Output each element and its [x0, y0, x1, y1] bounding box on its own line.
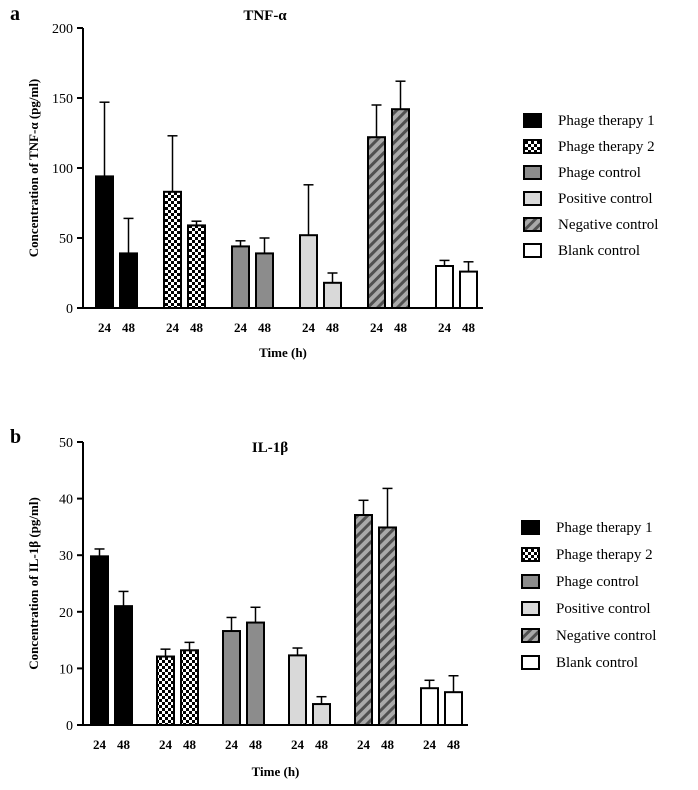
panel-b-x-tick-label-blank-control-48: 48	[447, 737, 461, 752]
panel-b-bar-phage-therapy-1-24h	[90, 555, 109, 726]
panel-a-x-tick-label-phage-control-24: 24	[234, 320, 248, 335]
panel-a-legend-label-blank-control: Blank control	[558, 243, 640, 259]
panel-b-legend-label-negative-control: Negative control	[556, 628, 656, 644]
panel-b-x-tick-label-phage-control-48: 48	[249, 737, 263, 752]
panel-a-x-tick-label-phage-therapy-1-48: 48	[122, 320, 136, 335]
panel-a-bar-blank-control-24h	[435, 265, 454, 309]
panel-b-legend-swatch-phage-therapy-1	[521, 520, 540, 535]
panel-b-legend-label-blank-control: Blank control	[556, 655, 638, 671]
panel-b-y-axis-label: Concentration of IL-1β (pg/ml)	[26, 497, 41, 670]
panel-a-bar-phage-therapy-2-24h	[163, 190, 182, 309]
panel-b-il-1-beta-chart: b IL-1β 0 10 20 30 40 50 Concentration of IL-1β …	[10, 426, 656, 779]
panel-b-legend-label-positive-control: Positive control	[556, 601, 651, 617]
panel-b-y-tick-label-20: 20	[59, 606, 73, 621]
panel-b-bar-positive-control-24h	[288, 654, 307, 727]
panel-b-bar-phage-therapy-2-24h	[156, 655, 175, 726]
panel-b-legend-swatch-negative-control	[521, 628, 540, 643]
panel-a-x-tick-label-blank-control-24: 24	[438, 320, 452, 335]
panel-b-bar-negative-control-48h	[378, 526, 397, 726]
panel-a-x-tick-label-positive-control-48: 48	[326, 320, 340, 335]
panel-a-bar-blank-control-48h	[459, 270, 478, 310]
panel-b-x-axis-label: Time (h)	[252, 764, 300, 779]
panel-b-legend-label-phage-therapy-1: Phage therapy 1	[556, 520, 653, 536]
panel-b-x-tick-label-negative-control-24: 24	[357, 737, 371, 752]
panel-a-tnf-alpha-chart: a TNF-α 0 50 100 150 200 Concentration of TNF-α…	[10, 3, 658, 360]
panel-b-bar-phage-therapy-2-48h	[180, 649, 199, 727]
panel-a-y-tick-label-100: 100	[52, 162, 73, 177]
panel-a-x-tick-label-negative-control-48: 48	[394, 320, 408, 335]
panel-a-legend-swatch-positive-control	[523, 191, 542, 206]
panel-a-y-axis-label: Concentration of TNF-α (pg/ml)	[26, 79, 41, 258]
panel-a-legend-label-negative-control: Negative control	[558, 217, 658, 233]
panel-b-bar-phage-therapy-1-48h	[114, 605, 133, 727]
panel-a-y-tick-label-0: 0	[66, 302, 73, 317]
panel-a-y-tick-label-150: 150	[52, 92, 73, 107]
panel-a-bar-positive-control-48h	[323, 281, 342, 309]
panel-a-legend-label-phage-therapy-1: Phage therapy 1	[558, 113, 655, 129]
panel-a-y-tick-label-50: 50	[59, 232, 73, 247]
panel-b-x-tick-label-phage-therapy-2-24: 24	[159, 737, 173, 752]
panel-a-legend-swatch-negative-control	[523, 217, 542, 232]
panel-a-y-tick-label-200: 200	[52, 22, 73, 37]
panel-b-bar-blank-control-24h	[420, 687, 439, 727]
panel-a-legend-label-phage-therapy-2: Phage therapy 2	[558, 139, 655, 155]
panel-a-x-tick-label-negative-control-24: 24	[370, 320, 384, 335]
panel-b-x-tick-label-phage-control-24: 24	[225, 737, 239, 752]
panel-a-x-tick-label-positive-control-24: 24	[302, 320, 316, 335]
panel-b-y-tick-label-40: 40	[59, 493, 73, 508]
panel-a-letter: a	[10, 3, 20, 25]
panel-b-bar-blank-control-48h	[444, 691, 463, 726]
panel-b-legend-label-phage-control: Phage control	[556, 574, 639, 590]
panel-b-x-tick-label-phage-therapy-1-24: 24	[93, 737, 107, 752]
panel-b-legend-label-phage-therapy-2: Phage therapy 2	[556, 547, 653, 563]
panel-a-legend-swatch-phage-control	[523, 165, 542, 180]
panel-b-legend-swatch-phage-control	[521, 574, 540, 589]
panel-a-bar-phage-therapy-2-48h	[187, 224, 206, 309]
panel-b-y-tick-label-0: 0	[66, 719, 73, 734]
panel-b-bar-negative-control-24h	[354, 514, 373, 726]
panel-a-bar-positive-control-24h	[299, 234, 318, 309]
panel-a-x-tick-label-phage-therapy-2-48: 48	[190, 320, 204, 335]
panel-b-bar-phage-control-48h	[246, 621, 265, 727]
panel-b-title: IL-1β	[252, 440, 288, 456]
panel-a-title: TNF-α	[243, 8, 287, 24]
panel-b-x-tick-label-blank-control-24: 24	[423, 737, 437, 752]
panel-a-bar-negative-control-48h	[391, 108, 410, 309]
panel-b-x-tick-label-positive-control-48: 48	[315, 737, 329, 752]
panel-a-x-tick-label-phage-therapy-1-24: 24	[98, 320, 112, 335]
panel-a-bar-phage-control-48h	[255, 252, 274, 309]
panel-b-letter: b	[10, 426, 21, 448]
panel-b-legend-swatch-blank-control	[521, 655, 540, 670]
panel-b-legend-swatch-positive-control	[521, 601, 540, 616]
panel-b-bar-phage-control-24h	[222, 630, 241, 727]
panel-b-y-tick-label-10: 10	[59, 662, 73, 677]
panel-a-legend-swatch-phage-therapy-1	[523, 113, 542, 128]
panel-a-bar-negative-control-24h	[367, 136, 386, 309]
panel-b-x-tick-label-phage-therapy-2-48: 48	[183, 737, 197, 752]
panel-a-legend-swatch-blank-control	[523, 243, 542, 258]
panel-a-bar-phage-therapy-1-48h	[119, 252, 138, 309]
panel-a-x-tick-label-blank-control-48: 48	[462, 320, 476, 335]
panel-a-bar-phage-control-24h	[231, 245, 250, 309]
panel-a-x-axis-label: Time (h)	[259, 345, 307, 360]
panel-a-legend-label-phage-control: Phage control	[558, 165, 641, 181]
panel-b-x-tick-label-phage-therapy-1-48: 48	[117, 737, 131, 752]
panel-a-bar-phage-therapy-1-24h	[95, 175, 114, 309]
panel-b-legend-swatch-phage-therapy-2	[521, 547, 540, 562]
panel-b-y-tick-label-30: 30	[59, 549, 73, 564]
panel-b-x-tick-label-positive-control-24: 24	[291, 737, 305, 752]
panel-a-legend-swatch-phage-therapy-2	[523, 139, 542, 154]
panel-b-y-tick-label-50: 50	[59, 436, 73, 451]
panel-a-x-tick-label-phage-control-48: 48	[258, 320, 272, 335]
panel-a-x-tick-label-phage-therapy-2-24: 24	[166, 320, 180, 335]
panel-a-legend-label-positive-control: Positive control	[558, 191, 653, 207]
panel-b-x-tick-label-negative-control-48: 48	[381, 737, 395, 752]
panel-b-bar-positive-control-48h	[312, 703, 331, 726]
